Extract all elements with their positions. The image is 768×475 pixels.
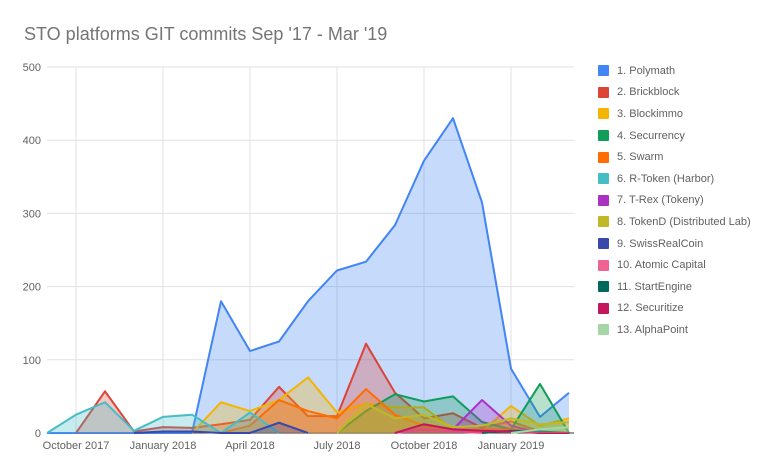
- y-tick-label: 0: [35, 428, 41, 440]
- legend-item[interactable]: 8. TokenD (Distributed Lab): [598, 211, 751, 233]
- legend-item[interactable]: 9. SwissRealCoin: [598, 233, 751, 255]
- legend-label: 1. Polymath: [617, 64, 676, 77]
- y-tick-label: 300: [23, 208, 41, 220]
- x-tick-label: January 2019: [478, 440, 545, 452]
- legend-swatch: [598, 216, 609, 228]
- series-line-9: [133, 421, 309, 434]
- x-tick-label: January 2018: [130, 440, 197, 452]
- legend-swatch: [598, 302, 609, 314]
- legend-item[interactable]: 7. T-Rex (Tokeny): [598, 190, 751, 212]
- legend-swatch: [598, 281, 609, 293]
- legend-swatch: [598, 173, 609, 185]
- y-tick-label: 100: [23, 355, 41, 367]
- series-line-4: [336, 382, 570, 434]
- y-tick-label: 500: [23, 62, 41, 74]
- legend-swatch: [598, 108, 609, 120]
- legend-label: 6. R-Token (Harbor): [617, 172, 715, 185]
- legend-item[interactable]: 13. AlphaPoint: [598, 319, 751, 341]
- y-tick-label: 400: [23, 135, 41, 147]
- series-line-13: [510, 426, 570, 434]
- legend-item[interactable]: 6. R-Token (Harbor): [598, 168, 751, 190]
- legend-swatch: [598, 194, 609, 206]
- legend-item[interactable]: 10. Atomic Capital: [598, 254, 751, 276]
- legend-swatch: [598, 65, 609, 77]
- series-area-1: [47, 118, 569, 434]
- legend-swatch: [598, 238, 609, 250]
- series-line-10: [394, 428, 483, 434]
- legend-swatch: [598, 151, 609, 163]
- legend-label: 12. Securitize: [617, 302, 684, 315]
- legend-label: 5. Swarm: [617, 151, 664, 164]
- legend-swatch: [598, 86, 609, 98]
- legend-item[interactable]: 12. Securitize: [598, 298, 751, 320]
- x-tick-label: October 2018: [391, 440, 458, 452]
- legend-item[interactable]: 11. StartEngine: [598, 276, 751, 298]
- legend-label: 4. Securrency: [617, 129, 685, 142]
- x-tick-label: October 2017: [43, 440, 110, 452]
- legend-item[interactable]: 3. Blockimmo: [598, 103, 751, 125]
- series-area-4: [337, 383, 569, 433]
- legend-swatch: [598, 130, 609, 142]
- legend-swatch: [598, 259, 609, 271]
- chart-title: STO platforms GIT commits Sep '17 - Mar …: [24, 24, 388, 44]
- series-area-2: [76, 343, 569, 433]
- legend-label: 9. SwissRealCoin: [617, 237, 704, 250]
- series-area-8: [337, 403, 569, 433]
- series-area-9: [134, 422, 308, 433]
- legend-label: 11. StartEngine: [617, 280, 693, 293]
- series-line-3: [191, 376, 570, 434]
- series-line-5: [220, 388, 569, 434]
- series-area-12: [395, 424, 569, 433]
- legend-item[interactable]: 1. Polymath: [598, 60, 751, 82]
- legend-item[interactable]: 5. Swarm: [598, 146, 751, 168]
- x-tick-label: July 2018: [313, 440, 360, 452]
- legend-label: 13. AlphaPoint: [617, 323, 688, 336]
- legend-label: 2. Brickblock: [617, 86, 680, 99]
- x-tick-label: April 2018: [225, 440, 275, 452]
- legend-item[interactable]: 4. Securrency: [598, 125, 751, 147]
- legend-label: 7. T-Rex (Tokeny): [617, 194, 704, 207]
- series-area-3: [192, 377, 569, 433]
- series-line-12: [394, 423, 569, 434]
- legend-item[interactable]: 2. Brickblock: [598, 82, 751, 104]
- legend-swatch: [598, 324, 609, 336]
- y-tick-label: 200: [23, 282, 41, 294]
- series-area-5: [221, 389, 569, 433]
- legend-label: 10. Atomic Capital: [617, 259, 706, 272]
- legend: 1. Polymath 2. Brickblock 3. Blockimmo 4. S…: [598, 60, 751, 341]
- legend-label: 3. Blockimmo: [617, 107, 684, 120]
- series-line-8: [336, 402, 570, 434]
- legend-label: 8. TokenD (Distributed Lab): [617, 215, 751, 228]
- series-line-6: [46, 401, 280, 434]
